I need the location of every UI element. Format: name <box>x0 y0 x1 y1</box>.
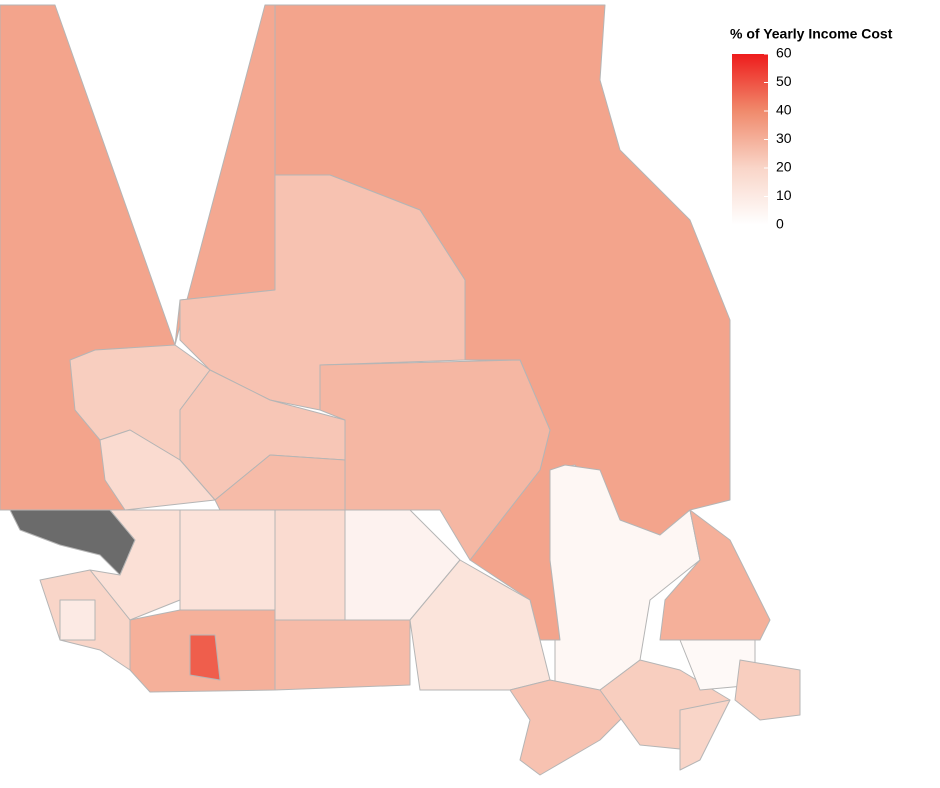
region <box>59 599 96 641</box>
region <box>274 619 411 691</box>
legend: % of Yearly Income Cost 0 10 20 30 40 50 60 <box>724 20 912 246</box>
region <box>679 699 731 771</box>
legend-tick-label: 10 <box>776 187 792 203</box>
region <box>409 559 551 691</box>
region <box>274 509 346 621</box>
legend-tick-label: 20 <box>776 159 792 175</box>
legend-tick-label: 60 <box>776 45 792 61</box>
region <box>734 659 801 721</box>
legend-tick-label: 0 <box>776 216 784 232</box>
legend-title: % of Yearly Income Cost <box>730 26 893 42</box>
region <box>214 454 346 511</box>
legend-tick-label: 30 <box>776 130 792 146</box>
legend-tick-label: 50 <box>776 73 792 89</box>
region <box>179 509 276 611</box>
regions <box>0 4 801 776</box>
legend-color-bar <box>732 54 768 225</box>
region <box>9 509 136 576</box>
legend-tick-label: 40 <box>776 102 792 118</box>
region <box>509 679 641 776</box>
region <box>189 634 221 681</box>
